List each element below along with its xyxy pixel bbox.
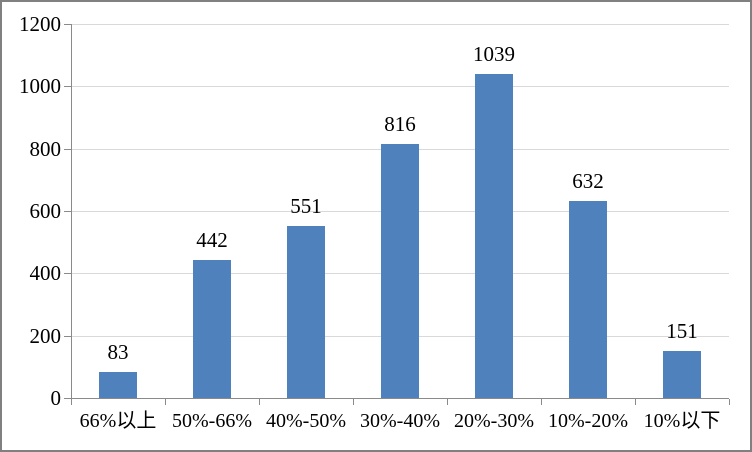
bar-value-label: 632 [572,169,604,193]
y-axis-tick-label: 1000 [19,74,61,98]
x-axis-category-label: 10%-20% [548,410,628,432]
bar [99,372,137,398]
y-axis-tick-label: 0 [50,386,62,410]
y-axis-tick [64,336,71,337]
y-axis-tick-label: 600 [29,199,62,223]
bar [287,226,325,398]
y-axis-tick-label: 800 [29,137,62,161]
x-axis-category-label: 30%-40% [360,410,440,432]
y-axis-tick-label: 200 [29,324,62,348]
y-axis-tick [64,398,71,399]
x-axis-category-label: 50%-66% [172,410,252,432]
x-axis-category-label: 40%-50% [266,410,346,432]
bar [193,260,231,398]
bar [569,201,607,398]
y-gridline [71,86,729,87]
x-axis-tick [353,399,354,405]
y-axis-tick [64,211,71,212]
bar-value-label: 442 [196,228,228,252]
x-axis-category-label: 66%以上 [79,410,157,432]
x-axis-category-label: 10%以下 [643,410,721,432]
x-axis-category-label: 20%-30% [454,410,534,432]
y-axis-tick [64,273,71,274]
bar [663,351,701,398]
y-axis-tick-label: 400 [29,261,62,285]
x-axis-tick [447,399,448,405]
bar-value-label: 151 [666,319,698,343]
bar-value-label: 1039 [473,42,515,66]
x-axis-tick [71,399,72,405]
x-axis-tick [635,399,636,405]
bar-value-label: 551 [290,194,322,218]
x-axis-tick [259,399,260,405]
y-axis-tick [64,24,71,25]
y-axis-tick-label: 1200 [19,12,61,36]
bar-value-label: 83 [107,340,129,364]
y-gridline [71,24,729,25]
bar [381,144,419,398]
x-axis-tick [541,399,542,405]
x-axis-tick [729,399,730,405]
y-axis-tick [64,149,71,150]
x-axis-line [71,398,729,399]
y-axis-line [71,24,72,398]
x-axis-tick [165,399,166,405]
y-axis-tick [64,86,71,87]
bar [475,74,513,398]
bar-value-label: 816 [384,112,416,136]
